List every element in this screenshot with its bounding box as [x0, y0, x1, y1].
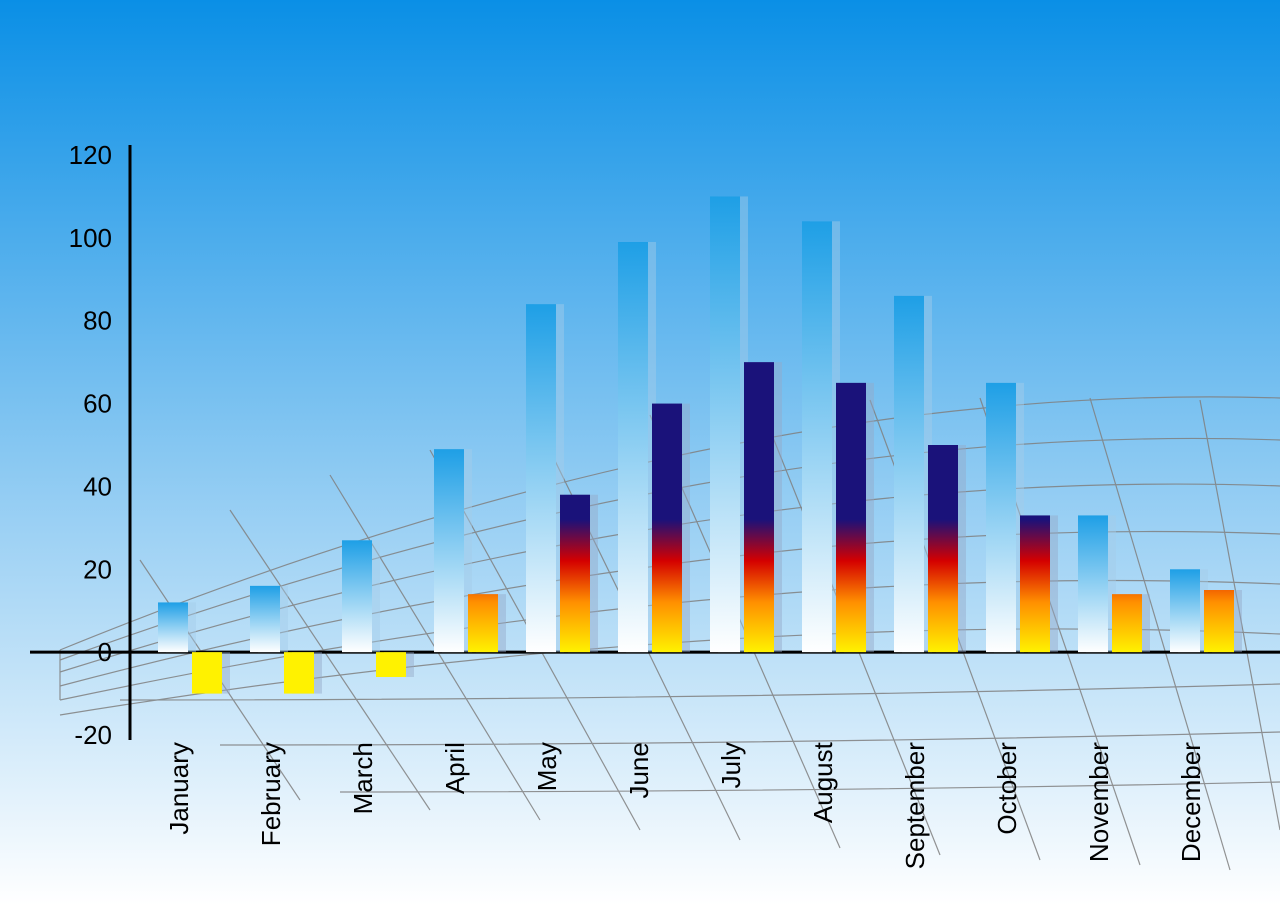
chart-stage: -20 0 20 40 60 80 100 120 January February March Ap… — [0, 0, 1280, 905]
series-b-bar — [1204, 590, 1234, 652]
y-tick-label: 20 — [83, 554, 112, 584]
x-axis-label: December — [1176, 742, 1206, 862]
series-a-bar — [618, 242, 648, 652]
series-a-bar — [802, 221, 832, 652]
series-a-bar — [710, 196, 740, 652]
x-axis-label: August — [808, 741, 838, 823]
series-b-bar — [468, 594, 498, 652]
x-axis-label: October — [992, 742, 1022, 835]
series-a-bar — [342, 540, 372, 652]
series-a-bar — [158, 602, 188, 652]
x-axis-label: March — [348, 742, 378, 814]
x-axis-label: May — [532, 742, 562, 791]
chart-svg: -20 0 20 40 60 80 100 120 January February March Ap… — [0, 0, 1280, 905]
series-a-bar — [250, 586, 280, 652]
series-b-bar — [836, 383, 866, 652]
y-tick-label: 100 — [69, 223, 112, 253]
series-a-bar — [434, 449, 464, 652]
x-axis-label: November — [1084, 742, 1114, 862]
y-tick-label: 40 — [83, 471, 112, 501]
x-axis-label: June — [624, 742, 654, 798]
series-b-bar — [1112, 594, 1142, 652]
series-a-bar — [1170, 569, 1200, 652]
x-axis-label: July — [716, 742, 746, 788]
y-tick-label: 60 — [83, 389, 112, 419]
series-a-bar — [894, 296, 924, 652]
y-tick-label: 120 — [69, 140, 112, 170]
series-b-bar — [1020, 515, 1050, 652]
series-a-bar — [986, 383, 1016, 652]
series-b-bar — [928, 445, 958, 652]
series-b-bar — [192, 652, 222, 693]
series-a-bar — [526, 304, 556, 652]
series-b-bar — [652, 404, 682, 653]
x-axis-label: February — [256, 742, 286, 846]
series-b-bar — [744, 362, 774, 652]
x-axis-label: September — [900, 742, 930, 870]
series-b-bar — [560, 495, 590, 652]
x-axis-label: April — [440, 742, 470, 794]
y-tick-label: 0 — [98, 637, 112, 667]
y-tick-label: -20 — [74, 720, 112, 750]
series-b-bar — [376, 652, 406, 677]
series-b-bar — [284, 652, 314, 693]
series-a-bar — [1078, 515, 1108, 652]
x-axis-label: January — [164, 742, 194, 835]
y-tick-label: 80 — [83, 306, 112, 336]
